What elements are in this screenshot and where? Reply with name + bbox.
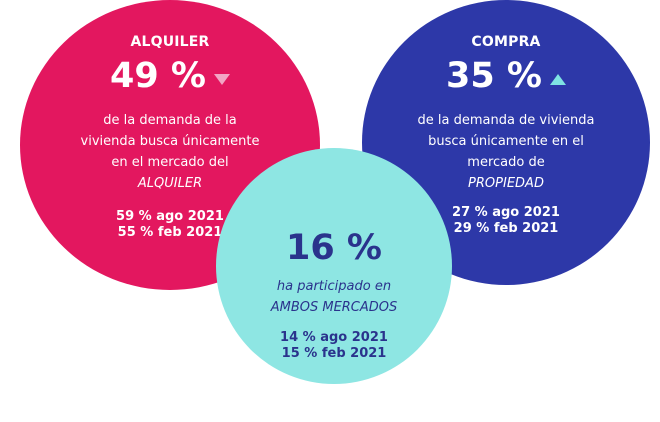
alquiler-hist-item: 59 % ago 2021 <box>116 209 224 224</box>
ambos-description: ha participado en AMBOS MERCADOS <box>216 276 452 318</box>
compra-hist-item: 29 % feb 2021 <box>453 221 559 236</box>
alquiler-desc-line: vivienda busca únicamente <box>80 134 260 149</box>
alquiler-value: 49 % <box>110 56 206 96</box>
ambos-hist-item: 15 % feb 2021 <box>281 346 387 361</box>
alquiler-history: 59 % ago 2021 55 % feb 2021 <box>20 209 320 241</box>
alquiler-desc-line: ALQUILER <box>20 173 320 194</box>
compra-label: COMPRA <box>471 34 541 50</box>
ambos-desc-line: AMBOS MERCADOS <box>216 297 452 318</box>
alquiler-hist-item: 55 % feb 2021 <box>117 225 223 240</box>
alquiler-desc-emphasis: ALQUILER <box>137 176 203 191</box>
triangle-up-icon <box>549 73 566 85</box>
ambos-desc-line: ha participado en <box>216 276 452 297</box>
compra-desc-line: mercado de <box>467 155 545 170</box>
compra-desc-line: busca únicamente en el <box>428 134 584 149</box>
ambos-history: 14 % ago 2021 15 % feb 2021 <box>216 330 452 362</box>
alquiler-value-row: 49 % <box>20 56 320 96</box>
compra-description: de la demanda de vivienda busca únicamen… <box>362 110 650 194</box>
compra-desc-emphasis: PROPIEDAD <box>468 176 544 191</box>
compra-value-row: 35 % <box>362 56 650 96</box>
ambos-desc-text: ha participado en <box>276 279 392 294</box>
ambos-value: 16 % <box>286 228 382 268</box>
ambos-hist-item: 14 % ago 2021 <box>280 330 388 345</box>
compra-value: 35 % <box>446 56 542 96</box>
compra-desc-line: PROPIEDAD <box>362 173 650 194</box>
alquiler-description: de la demanda de la vivienda busca única… <box>20 110 320 194</box>
ambos-desc-emphasis: AMBOS MERCADOS <box>270 300 398 315</box>
triangle-down-icon <box>213 73 230 85</box>
compra-history: 27 % ago 2021 29 % feb 2021 <box>362 205 650 237</box>
ambos-circle: 16 % ha participado en AMBOS MERCADOS 14… <box>216 148 452 384</box>
compra-hist-item: 27 % ago 2021 <box>452 205 560 220</box>
alquiler-label: ALQUILER <box>130 34 210 50</box>
alquiler-desc-line: de la demanda de la <box>103 113 237 128</box>
alquiler-desc-line: en el mercado del <box>111 155 229 170</box>
compra-desc-line: de la demanda de vivienda <box>417 113 595 128</box>
alquiler-circle: ALQUILER 49 % de la demanda de la vivien… <box>20 0 320 290</box>
